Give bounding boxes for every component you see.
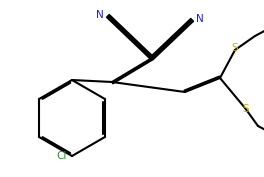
- Text: Cl: Cl: [56, 151, 67, 161]
- Text: N: N: [196, 14, 204, 24]
- Text: S: S: [243, 104, 249, 114]
- Text: S: S: [232, 43, 238, 53]
- Text: N: N: [96, 10, 104, 20]
